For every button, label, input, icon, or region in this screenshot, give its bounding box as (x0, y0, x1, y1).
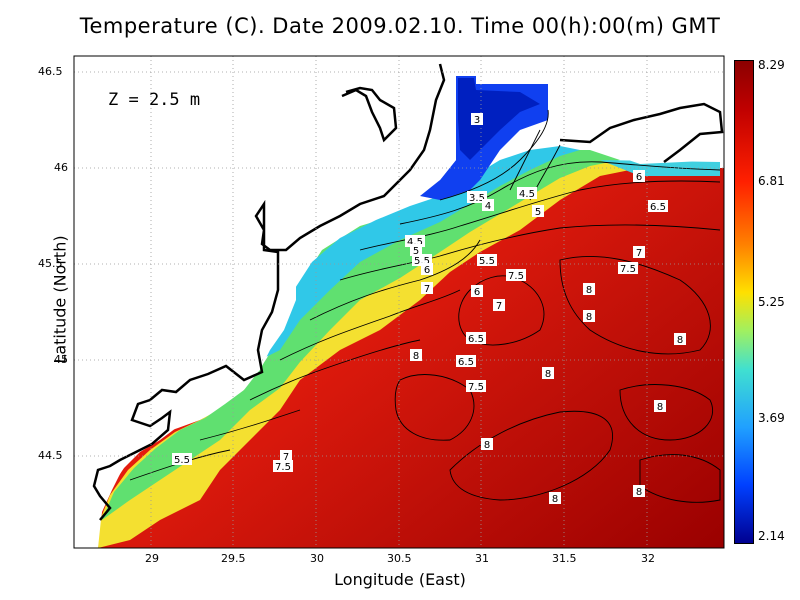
colorbar-label: 8.29 (758, 58, 785, 72)
svg-text:8: 8 (484, 440, 490, 451)
contour-label: 7.5 (506, 269, 526, 282)
svg-text:6.5: 6.5 (458, 357, 474, 368)
contour-lines (129, 109, 721, 503)
contour-label: 5 (410, 244, 422, 257)
svg-text:3: 3 (474, 115, 480, 126)
svg-text:7.5: 7.5 (468, 382, 484, 393)
contour-label: 8 (583, 310, 595, 323)
svg-text:8: 8 (586, 312, 592, 323)
colorbar-label: 2.14 (758, 529, 785, 543)
svg-text:6.5: 6.5 (468, 334, 484, 345)
contour-label: 8 (654, 400, 666, 413)
svg-text:8: 8 (545, 369, 551, 380)
contour-label: 7.5 (273, 460, 293, 473)
contour-label: 8 (542, 367, 554, 380)
contour-label-group: 3 3.5 4 4.5 5 4.5 5 5.5 6 5.5 6 6.5 7 7 … (172, 113, 686, 505)
svg-text:7: 7 (424, 284, 430, 295)
land-area-ne (548, 56, 724, 164)
svg-text:7.5: 7.5 (275, 462, 291, 473)
contour-label: 7 (633, 246, 645, 259)
y-tick-label: 46 (54, 161, 68, 174)
colorbar-label: 5.25 (758, 295, 785, 309)
x-tick-label: 29.5 (221, 552, 246, 565)
svg-text:4.5: 4.5 (407, 237, 423, 248)
svg-text:6: 6 (474, 287, 480, 298)
x-tick-label: 29 (145, 552, 159, 565)
svg-text:7: 7 (283, 452, 289, 463)
y-tick-label: 46.5 (38, 65, 63, 78)
svg-text:5: 5 (535, 207, 541, 218)
contour-label: 6 (421, 263, 433, 276)
svg-text:5: 5 (413, 246, 419, 257)
svg-text:7: 7 (496, 301, 502, 312)
contour-label: 4.5 (517, 187, 537, 200)
contour-label: 5 (532, 205, 544, 218)
contour-label: 5.5 (477, 254, 497, 267)
contour-label: 6.5 (648, 200, 668, 213)
x-tick-label: 30.5 (387, 552, 412, 565)
y-axis-label: Latitude (North) (50, 235, 70, 364)
svg-text:5.5: 5.5 (174, 455, 190, 466)
contour-label: 8 (674, 333, 686, 346)
sea-green-band (102, 150, 620, 520)
contour-label: 6 (633, 170, 645, 183)
svg-text:6: 6 (424, 265, 430, 276)
colorbar (734, 60, 754, 544)
x-tick-label: 31 (475, 552, 489, 565)
x-axis-label: Longitude (East) (334, 570, 466, 589)
svg-text:8: 8 (657, 402, 663, 413)
sea-transition-band (98, 152, 640, 548)
svg-text:5.5: 5.5 (414, 256, 430, 267)
y-tick-label: 44.5 (38, 449, 63, 462)
contour-label: 6.5 (456, 355, 476, 368)
contour-label: 8 (583, 283, 595, 296)
svg-text:5.5: 5.5 (479, 256, 495, 267)
svg-text:8: 8 (413, 351, 419, 362)
contour-label: 8 (549, 492, 561, 505)
plot-title: Temperature (C). Date 2009.02.10. Time 0… (79, 14, 721, 38)
svg-text:8: 8 (677, 335, 683, 346)
svg-text:8: 8 (636, 487, 642, 498)
coastline-ne (341, 86, 398, 143)
contour-label: 8 (633, 485, 645, 498)
svg-text:4: 4 (485, 201, 491, 212)
svg-text:6: 6 (636, 172, 642, 183)
svg-text:6.5: 6.5 (650, 202, 666, 213)
depth-label: Z = 2.5 m (108, 90, 201, 110)
colorbar-label: 6.81 (758, 174, 785, 188)
svg-text:7.5: 7.5 (508, 271, 524, 282)
contour-label: 3 (471, 113, 483, 126)
coastline (92, 63, 446, 521)
contour-label: 8 (410, 349, 422, 362)
sea-cyan-band (260, 146, 580, 360)
svg-text:7: 7 (636, 248, 642, 259)
y-tick-label: 45 (54, 353, 68, 366)
x-tick-label: 30 (310, 552, 324, 565)
contour-label: 7 (421, 282, 433, 295)
x-tick-label: 31.5 (552, 552, 577, 565)
svg-text:7.5: 7.5 (620, 264, 636, 275)
sea-cold-core (458, 78, 540, 160)
x-tick-label: 32 (641, 552, 655, 565)
contour-label: 7 (493, 299, 505, 312)
contour-label: 6 (471, 285, 483, 298)
svg-text:3.5: 3.5 (469, 193, 485, 204)
coastline-east (559, 102, 724, 163)
y-tick-label: 45.5 (38, 257, 63, 270)
svg-text:8: 8 (552, 494, 558, 505)
contour-label: 7.5 (618, 262, 638, 275)
contour-label: 6.5 (466, 332, 486, 345)
colorbar-label: 3.69 (758, 411, 785, 425)
contour-label: 7 (280, 450, 292, 463)
svg-text:4.5: 4.5 (519, 189, 535, 200)
plot-frame (73, 55, 725, 549)
contour-label: 7.5 (466, 380, 486, 393)
svg-text:8: 8 (586, 285, 592, 296)
contour-label: 5.5 (172, 453, 192, 466)
contour-label: 8 (481, 438, 493, 451)
contour-label: 4 (482, 199, 494, 212)
